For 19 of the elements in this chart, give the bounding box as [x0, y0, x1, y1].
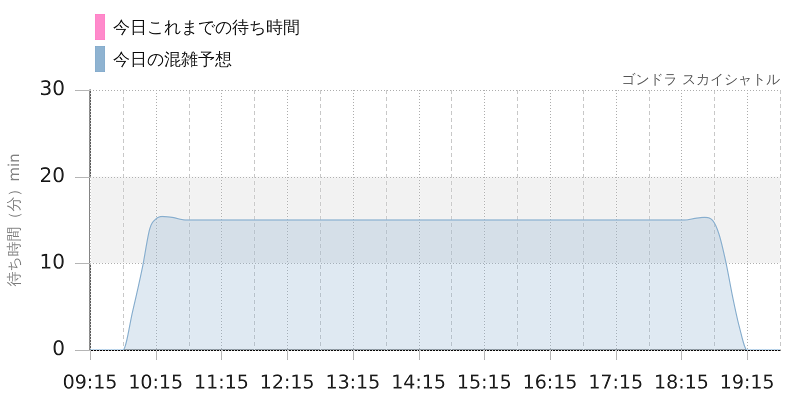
- x-tick-label: 15:15: [456, 371, 512, 394]
- x-tick-label: 10:15: [128, 371, 184, 394]
- x-tick-label: 11:15: [194, 371, 249, 394]
- x-tick-label: 19:15: [720, 371, 775, 394]
- x-tick-label: 17:15: [588, 371, 644, 394]
- x-tick-label: 18:15: [654, 371, 709, 394]
- x-tick-label: 09:15: [62, 371, 118, 394]
- x-tick-label: 16:15: [522, 371, 578, 394]
- y-tick-label: 20: [40, 162, 65, 187]
- y-tick-label: 10: [40, 250, 65, 274]
- legend-label: 今日の混雑予想: [113, 48, 232, 70]
- y-axis-title: 待ち時間（分）min: [4, 153, 23, 287]
- x-tick-label: 13:15: [325, 371, 380, 394]
- x-tick-label: 14:15: [391, 371, 446, 394]
- chart-title: ゴンドラ スカイシャトル: [622, 72, 780, 88]
- x-tick-label: 12:15: [260, 371, 315, 394]
- y-tick-label: 0: [52, 336, 65, 360]
- legend-label: 今日これまでの待ち時間: [113, 16, 300, 38]
- y-tick-label: 30: [40, 76, 65, 100]
